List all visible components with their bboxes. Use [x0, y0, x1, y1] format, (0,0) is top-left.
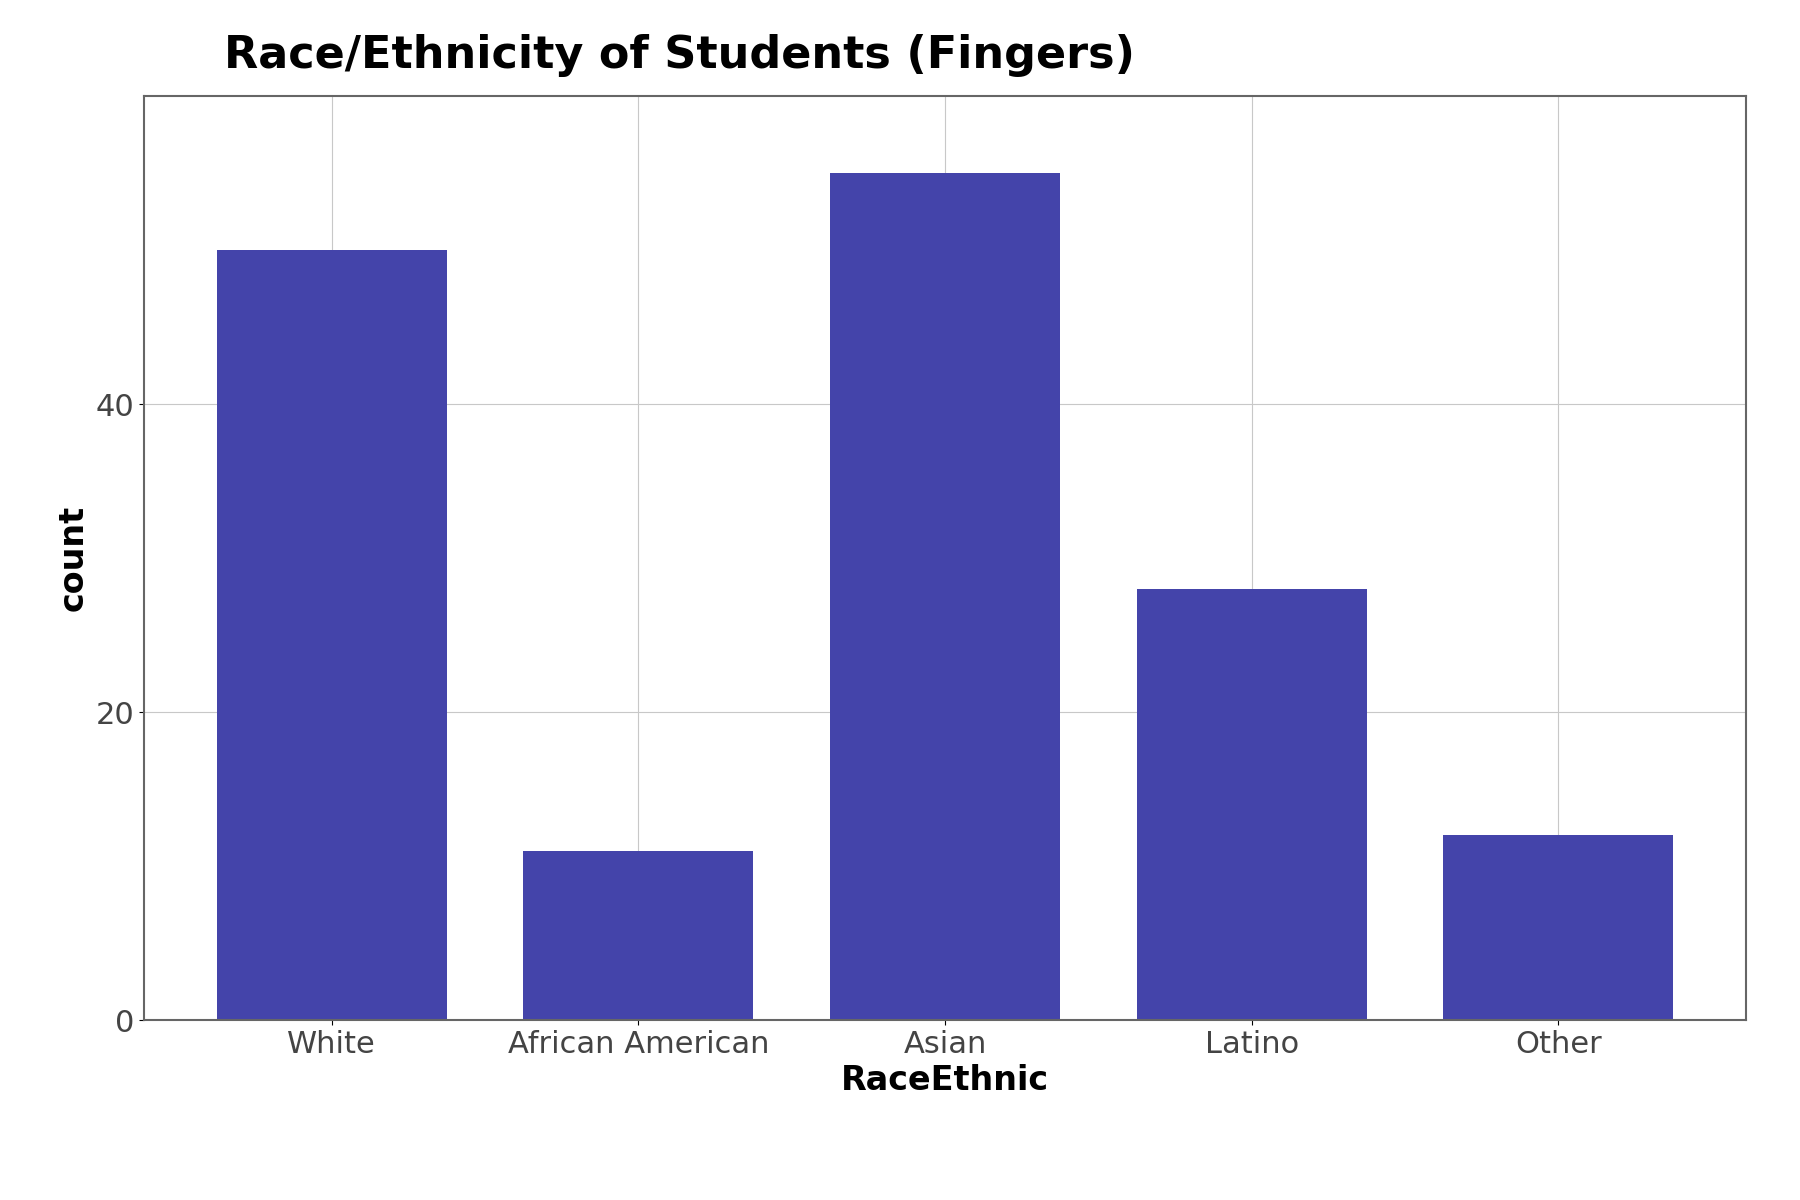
Bar: [830, 173, 1060, 1020]
X-axis label: RaceEthnic: RaceEthnic: [841, 1064, 1049, 1097]
Bar: [1136, 589, 1366, 1020]
Text: Race/Ethnicity of Students (Fingers): Race/Ethnicity of Students (Fingers): [225, 35, 1136, 77]
Bar: [524, 851, 754, 1020]
Y-axis label: count: count: [58, 505, 90, 611]
Bar: [216, 250, 446, 1020]
Bar: [1444, 835, 1674, 1020]
